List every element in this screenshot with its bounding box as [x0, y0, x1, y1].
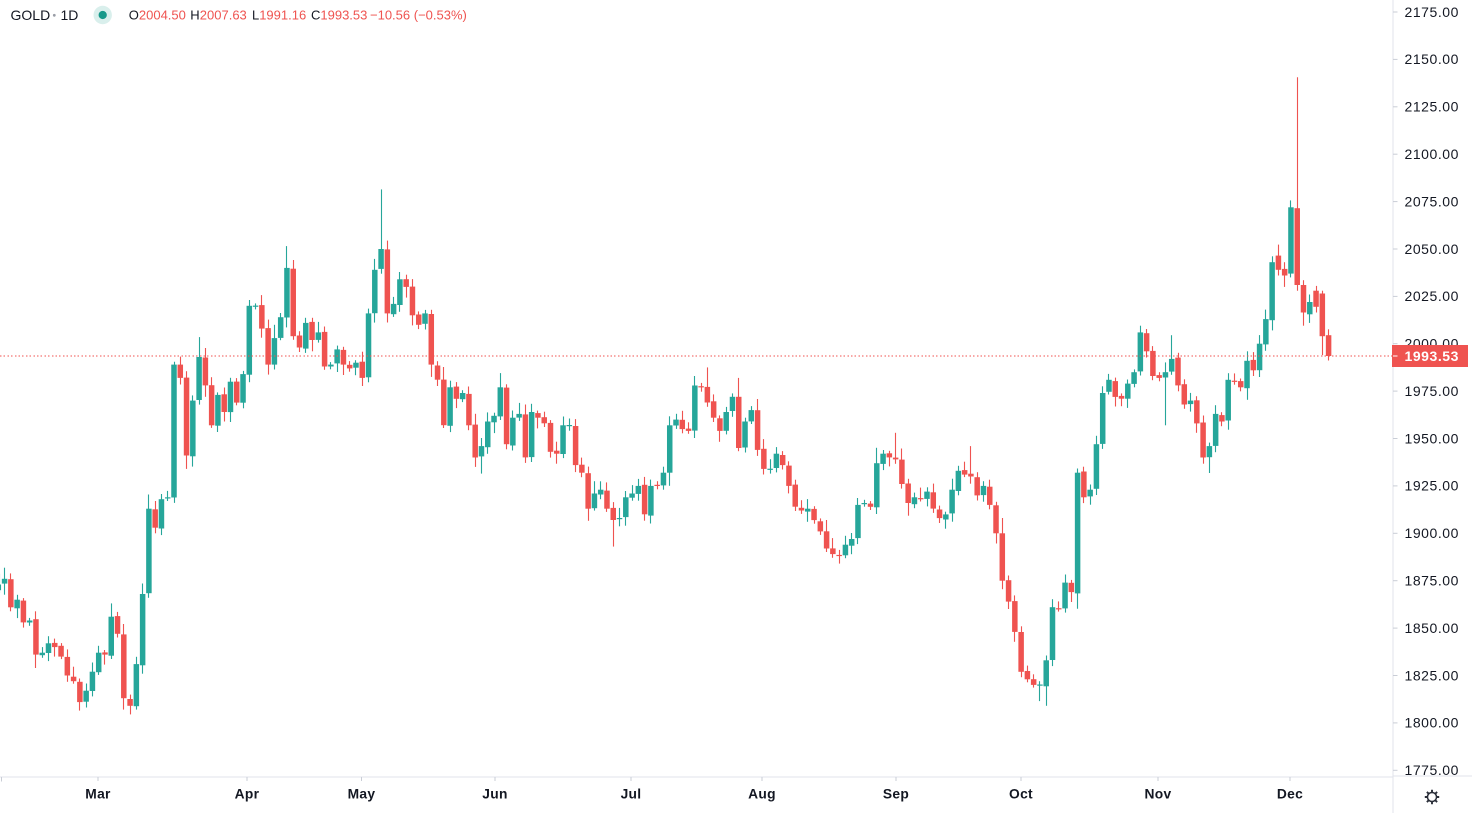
svg-text:2125.00: 2125.00 [1405, 99, 1459, 115]
svg-text:H: H [190, 8, 199, 23]
svg-text:1825.00: 1825.00 [1405, 667, 1459, 683]
svg-text:2004.50: 2004.50 [139, 8, 186, 23]
svg-text:Apr: Apr [235, 787, 260, 802]
svg-text:L: L [252, 8, 259, 23]
svg-text:Mar: Mar [85, 787, 111, 802]
svg-text:2175.00: 2175.00 [1405, 4, 1459, 20]
svg-text:1950.00: 1950.00 [1405, 430, 1459, 446]
svg-text:1993.53: 1993.53 [320, 8, 367, 23]
svg-text:1875.00: 1875.00 [1405, 573, 1459, 589]
svg-text:2100.00: 2100.00 [1405, 146, 1459, 162]
svg-text:GOLD: GOLD [11, 7, 51, 23]
svg-text:Dec: Dec [1277, 787, 1303, 802]
svg-text:1900.00: 1900.00 [1405, 525, 1459, 541]
svg-text:May: May [348, 787, 376, 802]
svg-text:1775.00: 1775.00 [1405, 762, 1459, 778]
svg-text:1975.00: 1975.00 [1405, 383, 1459, 399]
svg-text:2150.00: 2150.00 [1405, 51, 1459, 67]
svg-text:Sep: Sep [883, 787, 909, 802]
svg-text:Aug: Aug [748, 787, 776, 802]
svg-text:1800.00: 1800.00 [1405, 715, 1459, 731]
svg-text:1D: 1D [61, 7, 79, 23]
svg-text:2025.00: 2025.00 [1405, 288, 1459, 304]
svg-text:Jun: Jun [482, 787, 507, 802]
svg-text:1850.00: 1850.00 [1405, 620, 1459, 636]
svg-text:Oct: Oct [1009, 787, 1033, 802]
svg-text:2075.00: 2075.00 [1405, 193, 1459, 209]
svg-text:Nov: Nov [1145, 787, 1172, 802]
svg-text:1993.53: 1993.53 [1405, 348, 1459, 364]
svg-text:2050.00: 2050.00 [1405, 241, 1459, 257]
svg-text:1991.16: 1991.16 [259, 8, 306, 23]
svg-text:2007.63: 2007.63 [200, 8, 247, 23]
svg-text:1925.00: 1925.00 [1405, 478, 1459, 494]
svg-text:C: C [311, 8, 320, 23]
svg-text:O: O [129, 8, 139, 23]
svg-text:−10.56 (−0.53%): −10.56 (−0.53%) [370, 8, 467, 23]
svg-text:Jul: Jul [621, 787, 642, 802]
